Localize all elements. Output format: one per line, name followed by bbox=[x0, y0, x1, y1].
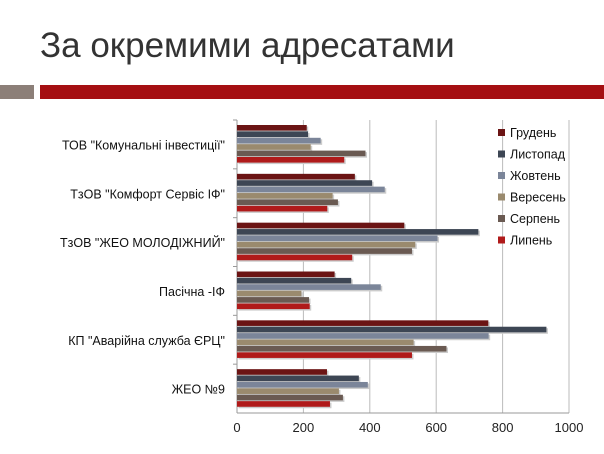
x-tick-label: 400 bbox=[359, 420, 381, 435]
bar-Серпень bbox=[237, 199, 338, 206]
legend-swatch bbox=[498, 150, 505, 158]
bar-Листопад bbox=[237, 131, 309, 137]
title-accent-bar bbox=[40, 85, 604, 99]
bar-Жовтень bbox=[237, 186, 385, 193]
category-label: КП "Аварійна служба ЄРЦ" bbox=[68, 334, 225, 348]
bar-Листопад bbox=[237, 180, 373, 186]
bar-Липень bbox=[237, 303, 310, 310]
bar-Липень bbox=[237, 352, 412, 358]
bar-Липень bbox=[237, 157, 345, 163]
bar-Серпень bbox=[237, 394, 343, 401]
legend-swatch bbox=[498, 129, 505, 136]
legend-label: Липень bbox=[510, 234, 552, 248]
bar-Серпень bbox=[237, 150, 366, 157]
x-tick-label: 200 bbox=[293, 420, 315, 435]
bar-Жовтень bbox=[237, 381, 368, 388]
category-label: ТзОВ "Комфорт Сервіс ІФ" bbox=[70, 187, 225, 201]
x-tick-label: 800 bbox=[492, 420, 514, 435]
bar-Жовтень bbox=[237, 333, 489, 339]
bar-Вересень bbox=[237, 339, 414, 346]
legend-swatch bbox=[498, 215, 505, 222]
category-label: ЖЕО №9 bbox=[172, 383, 225, 397]
bar-Грудень bbox=[237, 125, 307, 131]
bar-Грудень bbox=[237, 222, 405, 229]
bar-Грудень bbox=[237, 320, 489, 326]
bar-Листопад bbox=[237, 277, 352, 284]
bar-Грудень bbox=[237, 271, 335, 278]
bar-Серпень bbox=[237, 297, 310, 303]
bar-Липень bbox=[237, 205, 328, 212]
bar-Вересень bbox=[237, 193, 333, 199]
legend-label: Жовтень bbox=[510, 169, 561, 183]
bar-Серпень bbox=[237, 345, 447, 352]
bar-Вересень bbox=[237, 241, 416, 248]
legend-label: Листопад bbox=[510, 148, 566, 162]
bar-Вересень bbox=[237, 388, 339, 394]
bar-Грудень bbox=[237, 369, 327, 375]
bar-Жовтень bbox=[237, 137, 321, 144]
legend-swatch bbox=[498, 193, 505, 201]
x-tick-label: 1000 bbox=[555, 420, 584, 435]
bar-Серпень bbox=[237, 248, 412, 254]
bar-Грудень bbox=[237, 173, 355, 180]
category-label: Пасічна -ІФ bbox=[159, 285, 225, 299]
bar-Липень bbox=[237, 401, 330, 407]
legend-label: Грудень bbox=[510, 126, 556, 140]
bar-Липень bbox=[237, 254, 353, 261]
category-label: ТзОВ "ЖЕО МОЛОДІЖНИЙ" bbox=[60, 235, 225, 250]
legend-label: Вересень bbox=[510, 191, 566, 205]
slide-title: За окремими адресатами bbox=[40, 26, 455, 65]
x-tick-label: 600 bbox=[425, 420, 447, 435]
category-label: ТОВ "Комунальні інвестиції" bbox=[62, 138, 225, 152]
legend-label: Серпень bbox=[510, 212, 560, 226]
title-accent-box bbox=[0, 85, 34, 99]
bar-Вересень bbox=[237, 144, 311, 150]
legend-swatch bbox=[498, 172, 505, 179]
bar-Жовтень bbox=[237, 284, 381, 290]
x-tick-label: 0 bbox=[233, 420, 240, 435]
bar-Листопад bbox=[237, 326, 547, 333]
legend-swatch bbox=[498, 236, 505, 244]
bar-Листопад bbox=[237, 375, 359, 382]
bar-Жовтень bbox=[237, 235, 438, 242]
bar-Листопад bbox=[237, 229, 479, 235]
bar-Вересень bbox=[237, 290, 302, 297]
